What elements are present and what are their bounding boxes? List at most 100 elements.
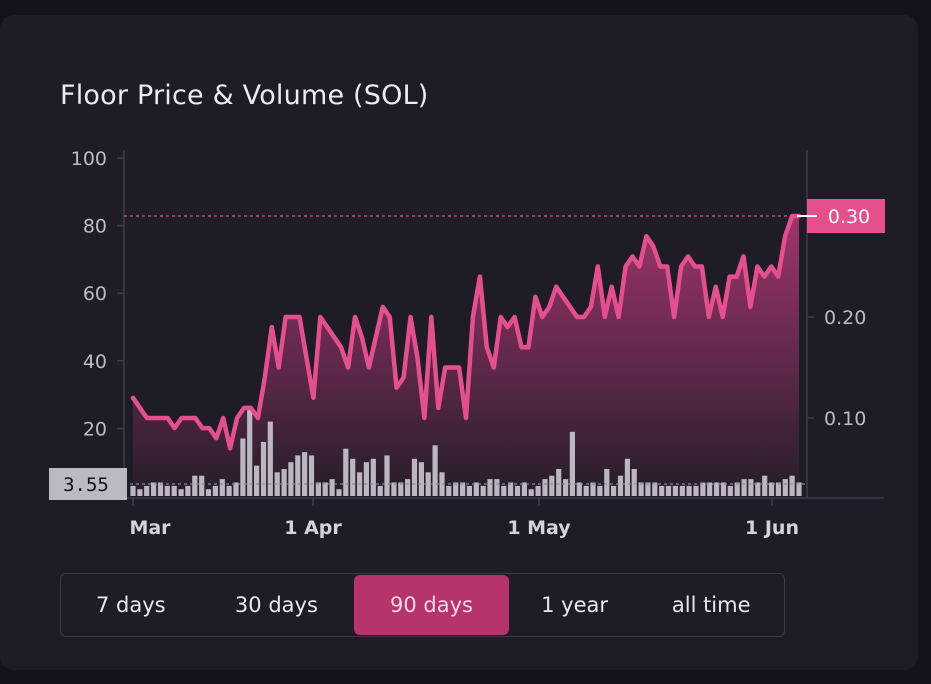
volume-bar [398, 482, 404, 496]
volume-bar [508, 482, 514, 496]
volume-bar [205, 489, 212, 496]
volume-bar [329, 479, 335, 496]
volume-bar [453, 482, 459, 496]
volume-bar [171, 485, 177, 496]
volume-bar [185, 485, 191, 496]
volume-bar [405, 479, 411, 496]
volume-bar [343, 448, 349, 496]
volume-bar [693, 485, 699, 496]
volume-bar [350, 458, 356, 496]
volume-bar [370, 458, 376, 496]
volume-bar [274, 472, 280, 496]
volume-bar [734, 482, 740, 496]
volume-bar [631, 469, 637, 496]
volume-bar [679, 485, 685, 496]
left-tick-label: 40 [83, 351, 107, 373]
volume-bar [521, 482, 527, 496]
volume-bar [411, 458, 418, 496]
volume-bar [384, 455, 390, 496]
volume-bar [748, 479, 754, 496]
volume-bar [659, 485, 665, 496]
volume-bar [768, 482, 775, 496]
volume-bar [782, 479, 788, 496]
volume-bar [645, 482, 651, 496]
volume-bar [144, 485, 150, 496]
range-selector: 7 days 30 days 90 days 1 year all time [60, 573, 785, 637]
volume-bar [487, 479, 493, 496]
range-30-days-button[interactable]: 30 days [199, 575, 355, 635]
left-tick-label: 100 [71, 148, 107, 170]
axes: 100 80 60 40 20 0.20 0.10 Mar 1 Apr 1 May 1 Jun [71, 148, 884, 542]
volume-bar [741, 479, 747, 496]
left-tick-label: 80 [83, 216, 107, 238]
crosshair-right-value: 0.30 [828, 206, 870, 228]
left-tick-label: 60 [83, 283, 107, 305]
x-tick-label: 1 May [507, 517, 571, 539]
left-tick-label: 20 [83, 418, 107, 440]
volume-bar [762, 475, 768, 496]
volume-bar [363, 462, 369, 496]
volume-bar [315, 482, 321, 496]
volume-bar [755, 482, 761, 496]
volume-bar [700, 482, 706, 496]
volume-bar [590, 482, 596, 496]
volume-bar [672, 485, 678, 496]
volume-bar [432, 445, 438, 496]
volume-bar [281, 469, 287, 496]
volume-bar [714, 482, 720, 496]
volume-bar [576, 482, 582, 496]
volume-bar [501, 485, 507, 496]
volume-bar [295, 455, 301, 496]
volume-bar [322, 482, 328, 496]
crosshair-left-tag [49, 468, 127, 501]
price-area-fill [133, 216, 799, 496]
volume-bar [494, 479, 500, 496]
volume-bar [254, 465, 260, 496]
volume-bar [583, 485, 589, 496]
volume-bar [377, 485, 383, 496]
range-7-days-button[interactable]: 7 days [63, 575, 199, 635]
volume-bar [542, 479, 548, 496]
range-90-days-button[interactable]: 90 days [354, 575, 509, 635]
volume-bar [151, 482, 157, 496]
crosshair: 3.55 0.30 [49, 199, 885, 501]
volume-bar [446, 485, 452, 496]
volume-bar [178, 489, 184, 496]
range-all-time-button[interactable]: all time [640, 575, 782, 635]
volume-bar [157, 482, 164, 496]
crosshair-left-value: 3.55 [63, 474, 109, 496]
volume-bar [226, 485, 232, 496]
volume-bar [391, 482, 397, 496]
x-label-mask [116, 512, 131, 542]
price-area [133, 216, 799, 496]
volume-bar [528, 489, 534, 496]
volume-bar [137, 489, 143, 496]
range-1-year-button[interactable]: 1 year [509, 575, 641, 635]
volume-bar [267, 421, 273, 496]
volume-bar [775, 482, 781, 496]
volume-bar [556, 469, 562, 496]
volume-bar [199, 475, 205, 496]
volume-bar [720, 482, 727, 496]
right-tick-label: 0.20 [824, 307, 866, 329]
volume-bar [425, 472, 431, 496]
volume-bar [130, 485, 136, 496]
volume-bar [665, 485, 672, 496]
volume-bar [164, 485, 170, 496]
volume-bar [549, 475, 555, 496]
price-line-group [130, 213, 802, 451]
volume-bar [480, 485, 486, 496]
volume-bar [466, 485, 472, 496]
volume-bar [308, 455, 315, 496]
volume-bar [460, 482, 466, 496]
volume-bar [789, 475, 795, 496]
volume-bar [707, 482, 713, 496]
x-tick-label: 1 Jun [745, 517, 799, 539]
volume-bar [473, 482, 479, 496]
volume-bar [192, 475, 198, 496]
volume-bar [418, 462, 424, 496]
volume-bar [597, 485, 603, 496]
volume-bar [514, 485, 521, 496]
volume-bar [233, 482, 239, 496]
volume-bar [535, 485, 541, 496]
